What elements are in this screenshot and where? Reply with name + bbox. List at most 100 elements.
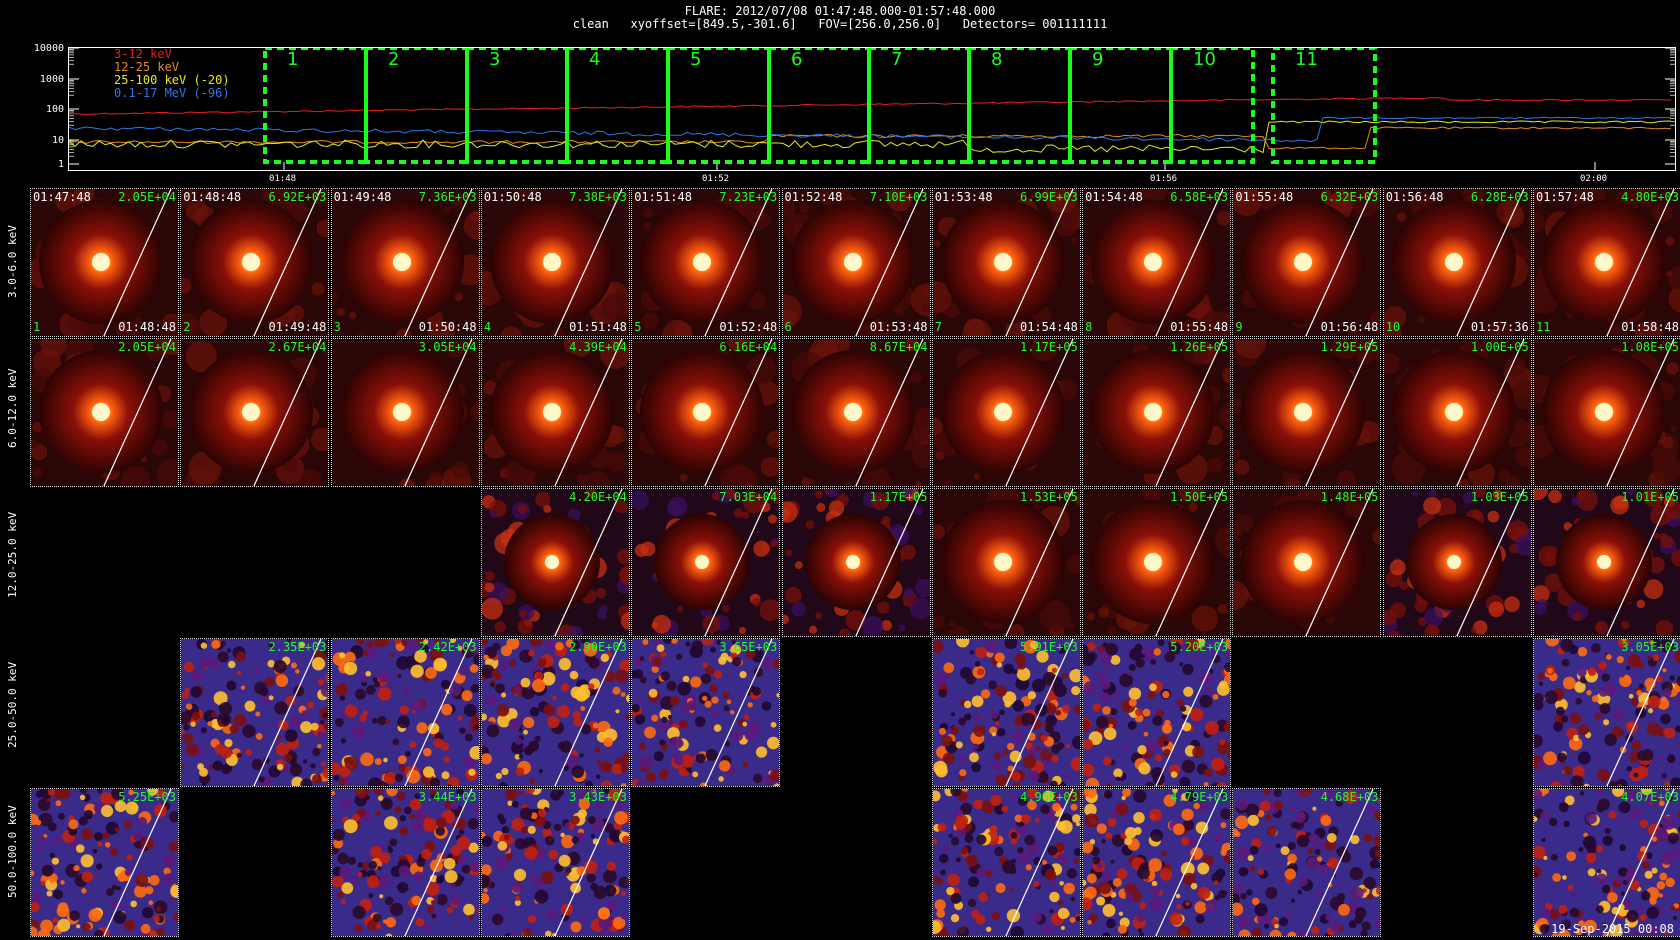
image-tile: 1.17E+05 — [931, 338, 1081, 487]
tile-interval-index: 1 — [33, 320, 41, 334]
image-tile: 3.43E+03 — [480, 788, 630, 937]
interval-box — [967, 46, 1072, 164]
solar-limb-line — [554, 189, 623, 336]
solar-limb-line — [704, 189, 773, 336]
image-map — [632, 339, 780, 486]
solar-limb-line — [403, 189, 473, 336]
solar-limb-line — [554, 489, 623, 636]
image-tile: 1.26E+05 — [1082, 338, 1232, 487]
tile-peak-value: 4.79E+03 — [1170, 790, 1229, 804]
solar-limb-line — [854, 489, 924, 636]
x-tick-label: 01:56 — [1150, 174, 1178, 184]
image-tile: 4.96E+03 — [931, 788, 1081, 937]
image-tile: 1.01E+05 — [1533, 488, 1680, 637]
tile-start-time: 01:51:48 — [634, 190, 692, 204]
solar-limb-line — [1455, 339, 1525, 486]
solar-limb-line — [1005, 189, 1074, 336]
tile-end-time: 01:58:48 — [1621, 320, 1679, 334]
image-tile: 6.28E+03 01:56:48 01:57:36 10 — [1382, 188, 1532, 337]
solar-limb-line — [854, 339, 924, 486]
timestamp-footer: 19-Sep-2015 00:08 — [1551, 922, 1674, 936]
image-tile: 6.32E+03 01:55:48 01:56:48 9 — [1232, 188, 1382, 337]
interval-number: 6 — [791, 49, 802, 70]
image-tile: 1.50E+05 — [1082, 488, 1232, 637]
image-tile: 8.67E+04 — [781, 338, 931, 487]
tile-peak-value: 2.42E+03 — [418, 640, 477, 654]
tile-peak-value: 4.07E+03 — [1621, 790, 1679, 804]
solar-limb-line — [704, 489, 773, 636]
image-tile: 4.07E+03 — [1533, 788, 1680, 937]
image-tile: 2.90E+03 — [480, 638, 630, 787]
solar-limb-line — [1155, 339, 1224, 486]
solar-limb-line — [103, 789, 172, 936]
image-tile: 1.48E+05 — [1232, 488, 1382, 637]
x-tick-label: 01:48 — [269, 174, 297, 184]
image-map — [932, 489, 1080, 636]
image-tile: 7.03E+04 — [631, 488, 781, 637]
x-tick-label: 02:00 — [1580, 174, 1608, 184]
solar-limb-line — [1305, 489, 1374, 636]
image-map — [481, 789, 629, 936]
image-map — [1534, 189, 1680, 336]
tile-start-time: 01:55:48 — [1235, 190, 1294, 204]
image-tile: 2.67E+04 — [180, 338, 330, 487]
tile-peak-value: 7.10E+03 — [869, 190, 928, 204]
image-tile: 3.65E+03 — [631, 638, 781, 787]
tile-peak-value: 3.44E+03 — [418, 790, 477, 804]
solar-limb-line — [1606, 639, 1675, 786]
tile-peak-value: 7.36E+03 — [418, 190, 477, 204]
tile-start-time: 01:49:48 — [333, 190, 392, 204]
legend-entry: 3-12 keV — [114, 47, 172, 61]
image-map — [31, 339, 178, 486]
tile-interval-index: 2 — [183, 320, 191, 334]
interval-box — [263, 46, 368, 164]
y-tick-label: 1000 — [39, 74, 64, 85]
solar-limb-line — [403, 339, 473, 486]
tile-end-time: 01:57:36 — [1470, 320, 1529, 334]
solar-limb-line — [704, 339, 773, 486]
tile-end-time: 01:51:48 — [569, 320, 627, 334]
interval-number: 11 — [1295, 49, 1318, 70]
image-tile: 4.39E+04 — [480, 338, 630, 487]
energy-band-label: 25.0-50.0 keV — [6, 661, 19, 748]
tile-end-time: 01:52:48 — [719, 320, 778, 334]
solar-limb-line — [1155, 639, 1224, 786]
tile-peak-value: 5.91E+03 — [1020, 640, 1078, 654]
tile-peak-value: 1.00E+05 — [1470, 340, 1529, 354]
image-map — [1233, 339, 1381, 486]
tile-peak-value: 7.03E+04 — [719, 490, 778, 504]
solar-limb-line — [1005, 639, 1074, 786]
tile-start-time: 01:50:48 — [483, 190, 542, 204]
tile-start-time: 01:47:48 — [33, 190, 91, 204]
image-map — [181, 639, 329, 786]
image-map — [331, 639, 479, 786]
tile-peak-value: 6.92E+03 — [268, 190, 327, 204]
interval-number: 1 — [287, 49, 298, 70]
tile-peak-value: 1.03E+05 — [1470, 490, 1529, 504]
interval-box — [465, 46, 569, 164]
tile-interval-index: 8 — [1085, 320, 1093, 334]
image-map — [331, 189, 479, 336]
tile-end-time: 01:55:48 — [1170, 320, 1229, 334]
image-tile: 6.58E+03 01:54:48 01:55:48 8 — [1082, 188, 1232, 337]
tile-peak-value: 2.67E+04 — [268, 340, 327, 354]
image-tile: 5.20E+03 — [1082, 638, 1232, 787]
image-map — [1233, 489, 1381, 636]
tile-end-time: 01:54:48 — [1020, 320, 1078, 334]
image-tile: 3.05E+03 — [1533, 638, 1680, 787]
tile-end-time: 01:53:48 — [869, 320, 928, 334]
tile-peak-value: 4.20E+04 — [569, 490, 627, 504]
tile-peak-value: 1.01E+05 — [1621, 490, 1679, 504]
image-map — [181, 189, 329, 336]
image-tile: 1.03E+05 — [1382, 488, 1532, 637]
image-map — [331, 339, 479, 486]
image-tile: 7.36E+03 01:49:48 01:50:48 3 — [330, 188, 480, 337]
solar-limb-line — [1606, 339, 1675, 486]
image-tile: 3.44E+03 — [330, 788, 480, 937]
solar-limb-line — [1606, 489, 1675, 636]
solar-limb-line — [704, 639, 773, 786]
tile-peak-value: 5.20E+03 — [1170, 640, 1229, 654]
tile-peak-value: 3.65E+03 — [719, 640, 778, 654]
image-map — [1534, 789, 1680, 936]
tile-peak-value: 3.43E+03 — [569, 790, 627, 804]
